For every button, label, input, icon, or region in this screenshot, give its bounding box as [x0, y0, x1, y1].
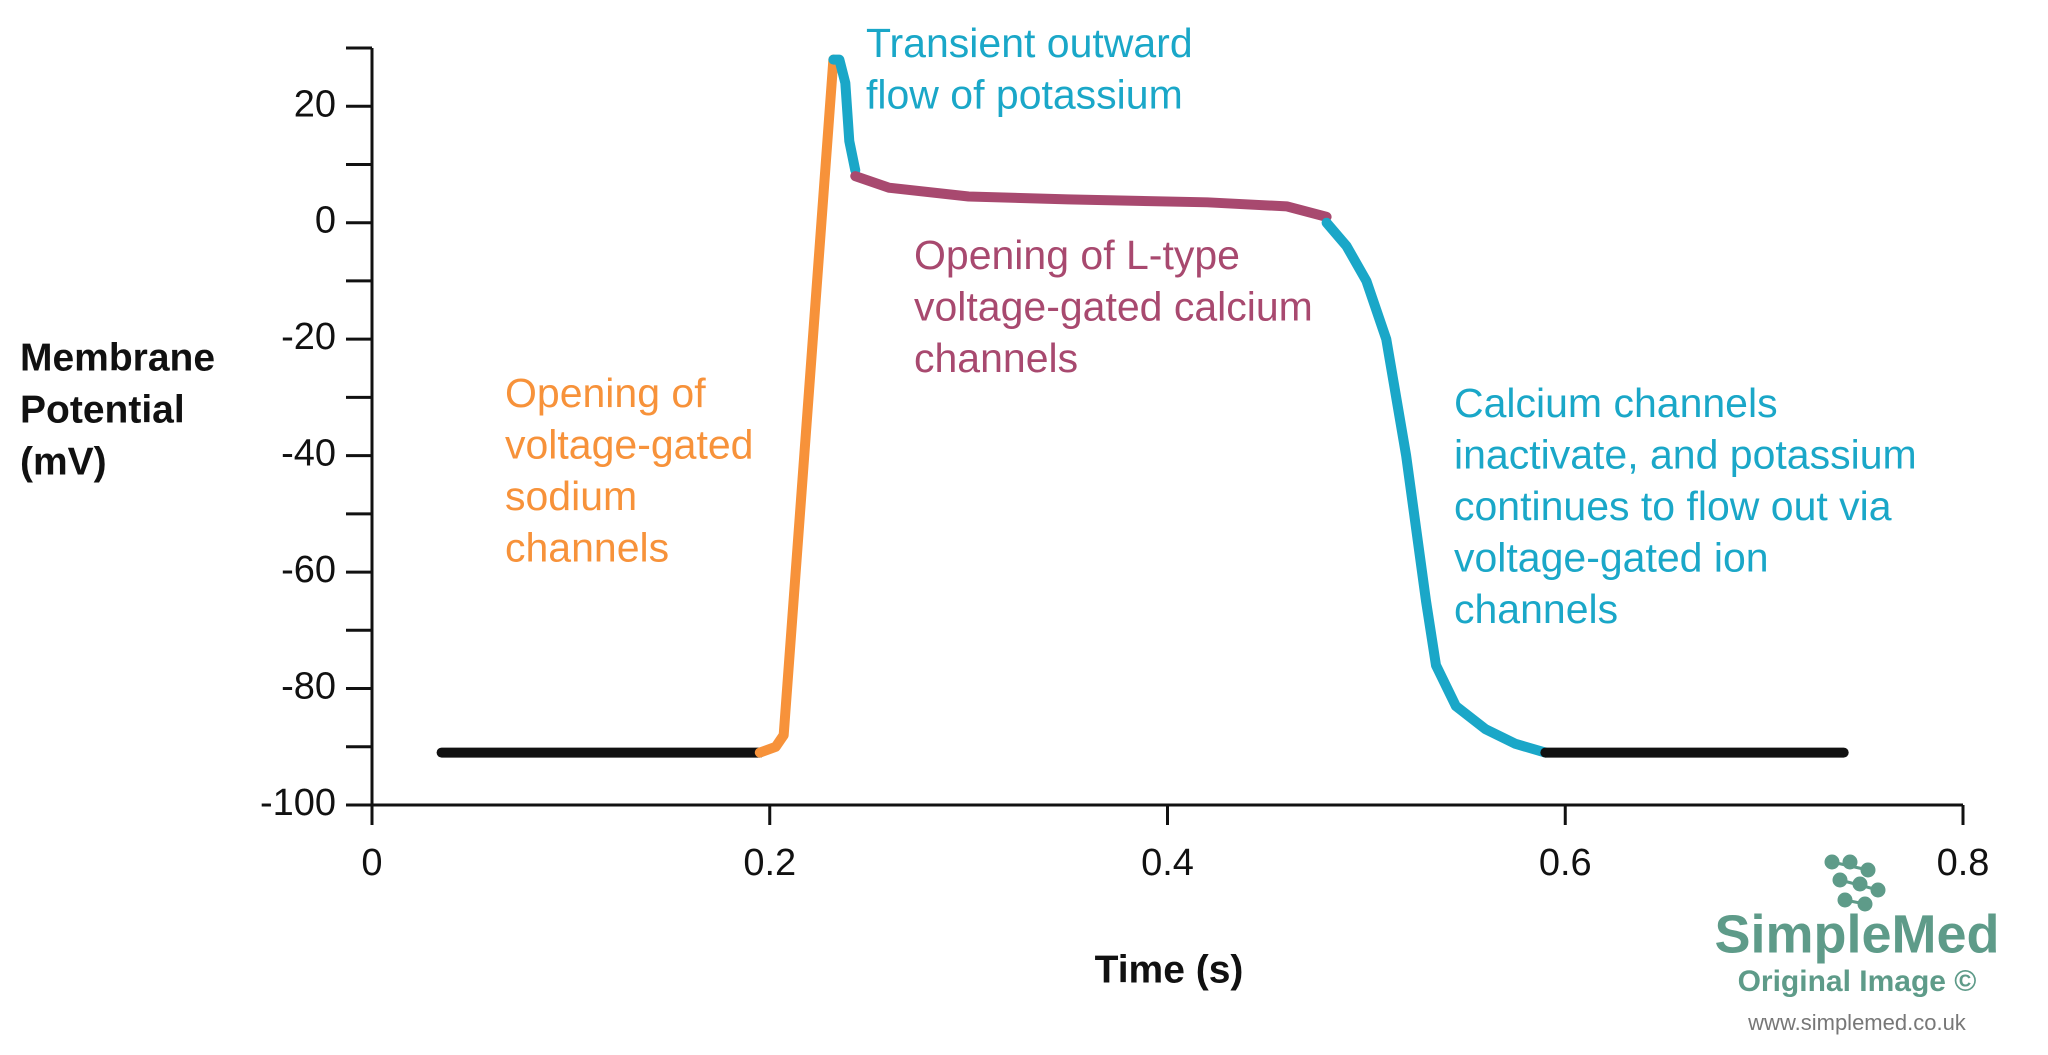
annotation: inactivate, and potassium [1454, 431, 1917, 477]
logo: SimpleMed Original Image © www.simplemed… [1714, 854, 2000, 1035]
annotation: flow of potassium [866, 71, 1183, 117]
annotation: continues to flow out via [1454, 483, 1892, 529]
logo-tagline: Original Image © [1738, 965, 1977, 998]
y-tick-label: 20 [294, 83, 336, 125]
annotation: channels [1454, 586, 1618, 632]
line-segment [850, 171, 1332, 222]
y-tick-label: -60 [281, 549, 336, 591]
logo-name: SimpleMed [1714, 904, 1999, 964]
y-axis-label: Potential [20, 388, 185, 431]
x-tick-label: 0 [361, 842, 382, 884]
line-segment [1321, 217, 1551, 758]
annotation: Opening of [505, 370, 706, 416]
annotation: Opening of L-type [914, 232, 1240, 278]
y-axis-label: (mV) [20, 440, 107, 483]
annotation: channels [914, 335, 1078, 381]
y-tick-label: -40 [281, 433, 336, 475]
annotation: channels [505, 524, 669, 570]
y-tick-label: 0 [315, 200, 336, 242]
annotation: voltage-gated [505, 421, 753, 467]
x-tick-label: 0.4 [1141, 842, 1194, 884]
logo-url: www.simplemed.co.uk [1747, 1010, 1967, 1035]
y-tick-label: -20 [281, 316, 336, 358]
line-segment [828, 54, 861, 176]
x-axis-label: Time (s) [1095, 948, 1244, 991]
x-tick-label: 0.2 [743, 842, 796, 884]
y-tick-label: -100 [260, 782, 336, 824]
annotation: Transient outward [866, 20, 1193, 66]
annotation: Calcium channels [1454, 380, 1778, 426]
y-axis-label: Membrane [20, 336, 215, 379]
x-tick-label: 0.6 [1539, 842, 1592, 884]
annotation: sodium [505, 473, 637, 519]
x-tick-label: 0.8 [1937, 842, 1990, 884]
annotation: voltage-gated ion [1454, 534, 1769, 580]
logo-icon [1824, 854, 1886, 912]
y-tick-label: -80 [281, 666, 336, 708]
annotation: voltage-gated calcium [914, 283, 1313, 329]
line-segment [754, 54, 839, 758]
